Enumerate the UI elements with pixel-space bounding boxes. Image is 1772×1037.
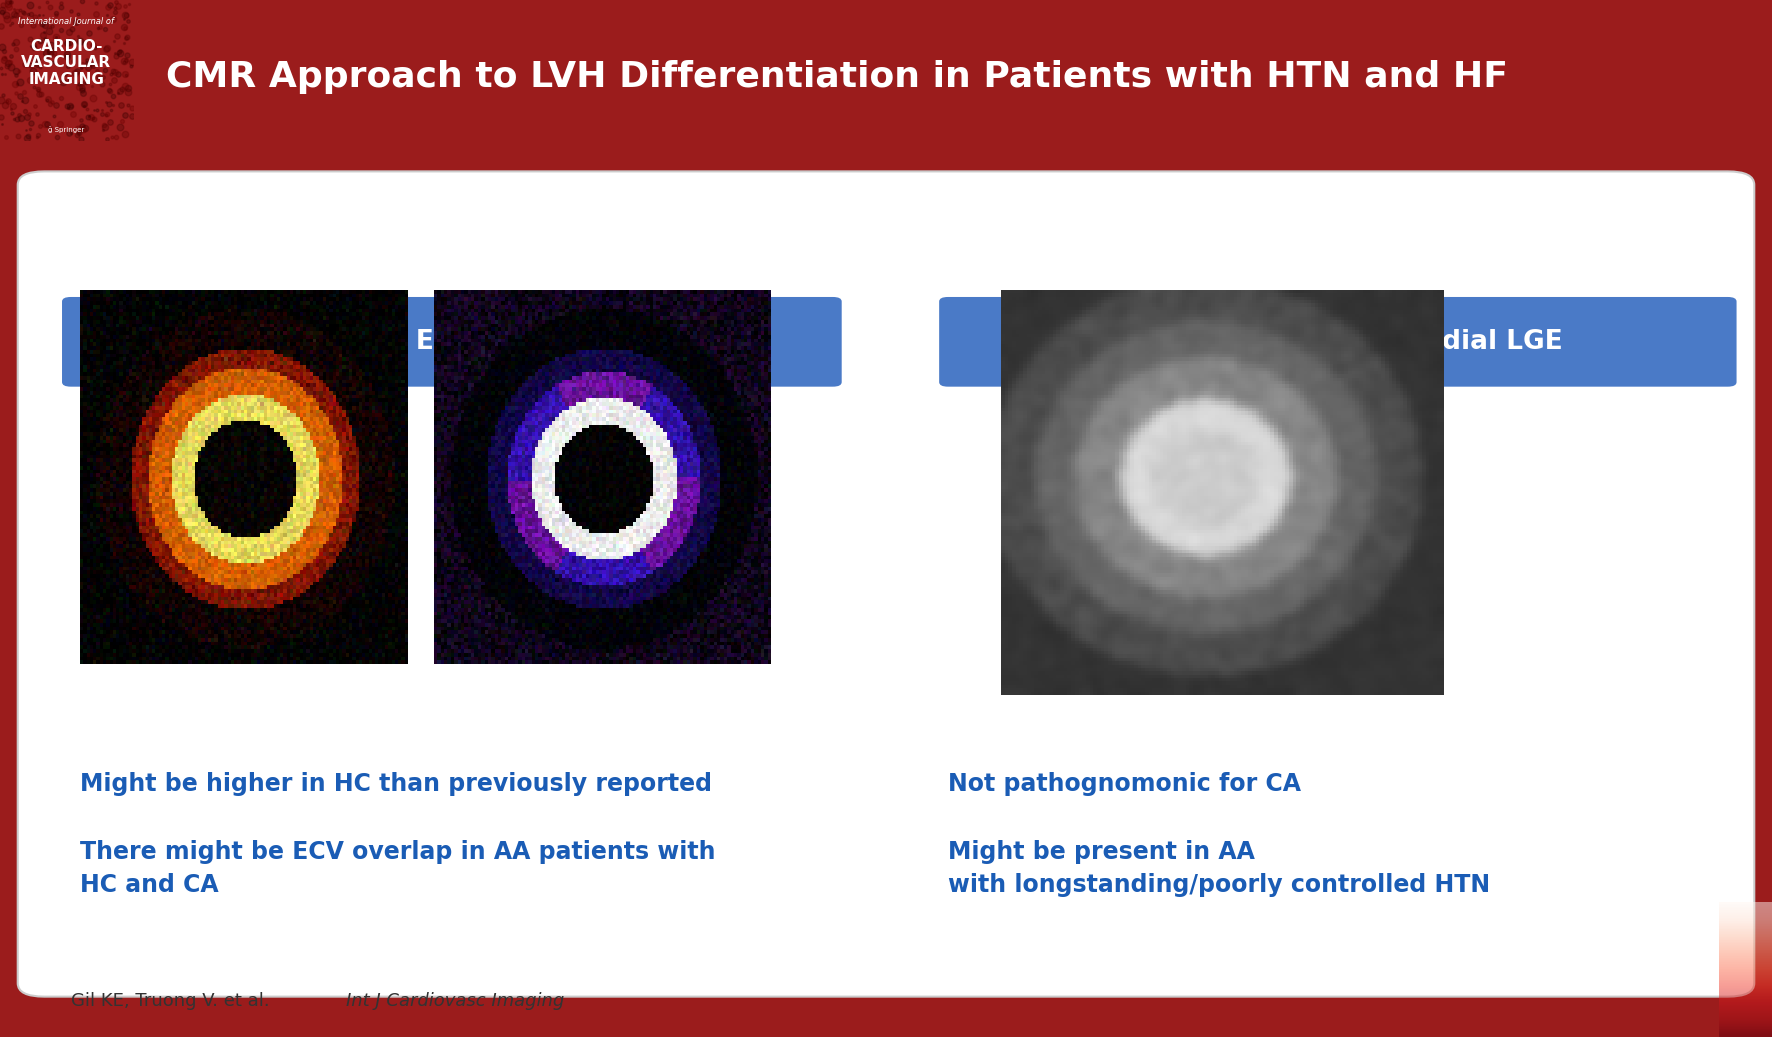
Text: International Journal of: International Journal of (18, 17, 115, 26)
FancyBboxPatch shape (62, 297, 842, 387)
Text: Might be present in AA
with longstanding/poorly controlled HTN: Might be present in AA with longstanding… (948, 840, 1490, 897)
Text: CARDIO-
VASCULAR
IMAGING: CARDIO- VASCULAR IMAGING (21, 39, 112, 87)
FancyBboxPatch shape (18, 171, 1754, 997)
Text: Not pathognomonic for CA: Not pathognomonic for CA (948, 773, 1301, 796)
Text: Int J Cardiovasc Imaging: Int J Cardiovasc Imaging (346, 992, 563, 1010)
Text: Might be higher in HC than previously reported: Might be higher in HC than previously re… (80, 773, 712, 796)
Text: ĝ Springer: ĝ Springer (48, 125, 85, 133)
Text: There might be ECV overlap in AA patients with
HC and CA: There might be ECV overlap in AA patient… (80, 840, 716, 897)
Text: CMR Approach to LVH Differentiation in Patients with HTN and HF: CMR Approach to LVH Differentiation in P… (167, 60, 1508, 94)
Text: Extensive Subendocardial LGE: Extensive Subendocardial LGE (1113, 329, 1563, 355)
Text: ECV Elevation: ECV Elevation (349, 329, 555, 355)
FancyBboxPatch shape (939, 297, 1737, 387)
Text: Gil KE, Truong V. et al.: Gil KE, Truong V. et al. (71, 992, 275, 1010)
